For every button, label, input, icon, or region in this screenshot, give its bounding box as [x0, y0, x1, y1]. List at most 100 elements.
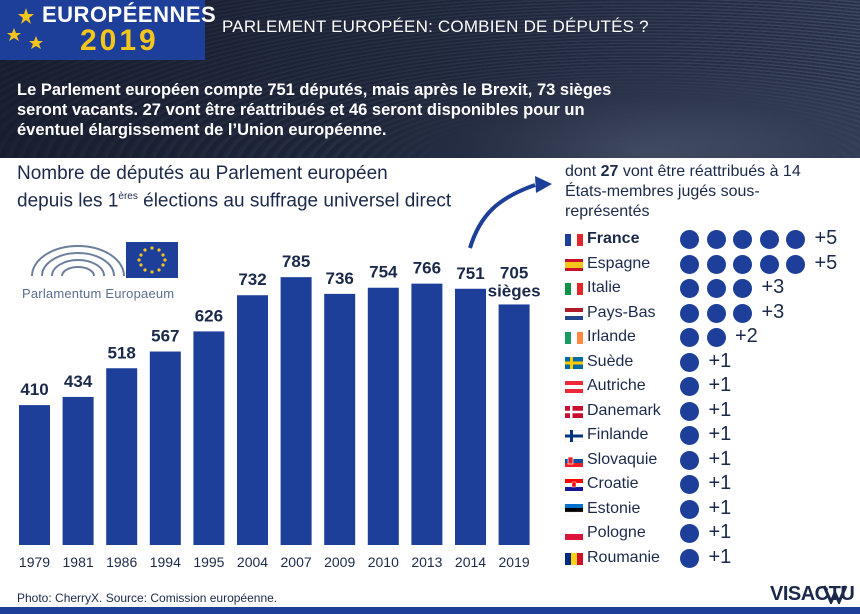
- hemicycle-icon: [31, 242, 178, 278]
- x-tick-1995: 1995: [193, 554, 224, 570]
- country-row-hr: Croatie +1: [565, 472, 855, 496]
- seat-gain-label: +1: [708, 496, 732, 519]
- flag-pl-icon: [565, 528, 583, 540]
- bar-2004: [237, 295, 268, 545]
- seat-gain-label: +1: [708, 423, 732, 445]
- x-tick-1981: 1981: [63, 554, 94, 570]
- country-row-at: Autriche +1: [565, 374, 855, 398]
- chart-title-post: élections au suffrage universel direct: [137, 190, 452, 212]
- seat-dot: [706, 279, 726, 298]
- seat-gain-label: +5: [814, 251, 838, 274]
- flag-ie-icon: [565, 332, 583, 344]
- eu-stars-icon: [7, 8, 43, 49]
- seat-dot: [680, 279, 699, 298]
- chart-title-line2: depuis les 1ères élections au suffrage u…: [17, 185, 497, 212]
- chart-title-line1: Nombre de députés au Parlement européen: [17, 163, 388, 184]
- value-label-1995: 626: [195, 306, 223, 325]
- seat-dot: [680, 328, 699, 347]
- flag-dk-icon: [565, 405, 583, 418]
- seat-gain-label: +1: [708, 447, 732, 470]
- country-row-es: Espagne +5: [565, 251, 855, 276]
- seat-gain-label: +1: [708, 398, 732, 421]
- seat-gain-label: +1: [708, 545, 732, 568]
- seat-gain-label: +3: [761, 276, 785, 298]
- bar-2009: [324, 293, 356, 545]
- country-row-se: Suède +1: [565, 349, 855, 374]
- seat-dot: [680, 401, 699, 421]
- x-tick-1979: 1979: [19, 554, 50, 570]
- flag-ro-icon: [565, 552, 583, 565]
- flag-sk-icon: [565, 454, 583, 467]
- flag-nl-icon: [565, 307, 583, 320]
- seat-gain-label: +2: [735, 325, 758, 347]
- country-name: Espagne: [587, 254, 651, 272]
- value-label-2009: 736: [326, 269, 354, 288]
- country-name: Finlande: [587, 426, 649, 443]
- country-row-ro: Roumanie +1: [565, 545, 855, 570]
- chart-title: Nombre de députés au Parlement européen …: [17, 162, 497, 212]
- country-name: Pays-Bas: [587, 303, 656, 321]
- seat-gain-label: +1: [708, 349, 732, 372]
- seat-dot: [786, 254, 805, 274]
- chart-title-sup: ères: [118, 191, 138, 202]
- country-name: Croatie: [587, 475, 639, 492]
- bar-1995: [193, 331, 225, 545]
- source-note: Photo: CherryX. Source: Comission europé…: [17, 591, 278, 605]
- country-row-nl: Pays-Bas +3: [565, 300, 855, 325]
- bar-2019: [498, 304, 530, 545]
- logo-caption: Parlamentum Europaeum: [22, 286, 175, 301]
- badge-title: EUROPÉENNES: [42, 2, 217, 27]
- country-name: Roumanie: [587, 548, 660, 566]
- seat-dot: [680, 352, 699, 372]
- seat-dot: [680, 377, 699, 396]
- brand-mark-icon: [822, 585, 848, 604]
- seat-dot: [680, 426, 699, 445]
- country-name: Italie: [587, 279, 621, 296]
- seat-dot: [733, 303, 752, 323]
- value-label-1986: 518: [108, 343, 136, 362]
- footer-bar: [0, 607, 860, 614]
- badge-year: 2019: [80, 24, 159, 57]
- country-name: Pologne: [587, 524, 646, 541]
- arrow-head-icon: [535, 176, 552, 193]
- value-label-1979: 410: [20, 380, 48, 399]
- elections-badge: EUROPÉENNES 2019: [0, 0, 216, 60]
- country-row-fi: Finlande +1: [565, 423, 855, 447]
- x-tick-2004: 2004: [237, 554, 268, 570]
- country-row-it: Italie +3: [565, 276, 855, 300]
- seat-dot: [786, 230, 805, 249]
- flag-fr-icon: [565, 234, 583, 246]
- country-row-ie: Irlande +2: [565, 325, 855, 349]
- seat-gain-label: +3: [761, 300, 785, 323]
- value-label-2019: 705: [500, 263, 528, 282]
- seat-dot: [706, 254, 726, 274]
- seat-dot: [680, 230, 699, 249]
- value-label-suffix: sièges: [488, 281, 541, 300]
- country-row-fr: France +5: [565, 227, 855, 251]
- seat-gain-label: +1: [708, 521, 732, 543]
- x-tick-2009: 2009: [324, 554, 355, 570]
- seat-gain-label: +1: [708, 374, 732, 396]
- country-row-ee: Estonie +1: [565, 496, 855, 521]
- flag-hr-icon: [565, 479, 583, 491]
- value-label-2007: 785: [282, 252, 310, 271]
- country-name: Estonie: [587, 499, 641, 517]
- seat-dot: [706, 303, 726, 323]
- intro-text: Le Parlement européen compte 751 députés…: [17, 81, 612, 139]
- seat-dot: [680, 524, 699, 543]
- flag-ee-icon: [565, 503, 583, 516]
- reallocation-head-pre: dont: [565, 163, 601, 180]
- country-name: Slovaquie: [587, 450, 658, 468]
- flag-se-icon: [565, 356, 583, 369]
- country-name: France: [587, 230, 640, 247]
- x-tick-1986: 1986: [106, 554, 137, 570]
- bar-1979: [19, 405, 50, 545]
- seat-dot: [733, 230, 752, 249]
- country-row-pl: Pologne +1: [565, 521, 855, 545]
- page-title: PARLEMENT EUROPÉEN: COMBIEN DE DÉPUTÉS ?: [222, 17, 649, 36]
- bar-2010: [367, 287, 399, 545]
- country-name: Autriche: [587, 377, 646, 394]
- value-label-2004: 732: [238, 270, 266, 289]
- x-tick-2014: 2014: [455, 554, 486, 570]
- seat-dot: [680, 450, 699, 470]
